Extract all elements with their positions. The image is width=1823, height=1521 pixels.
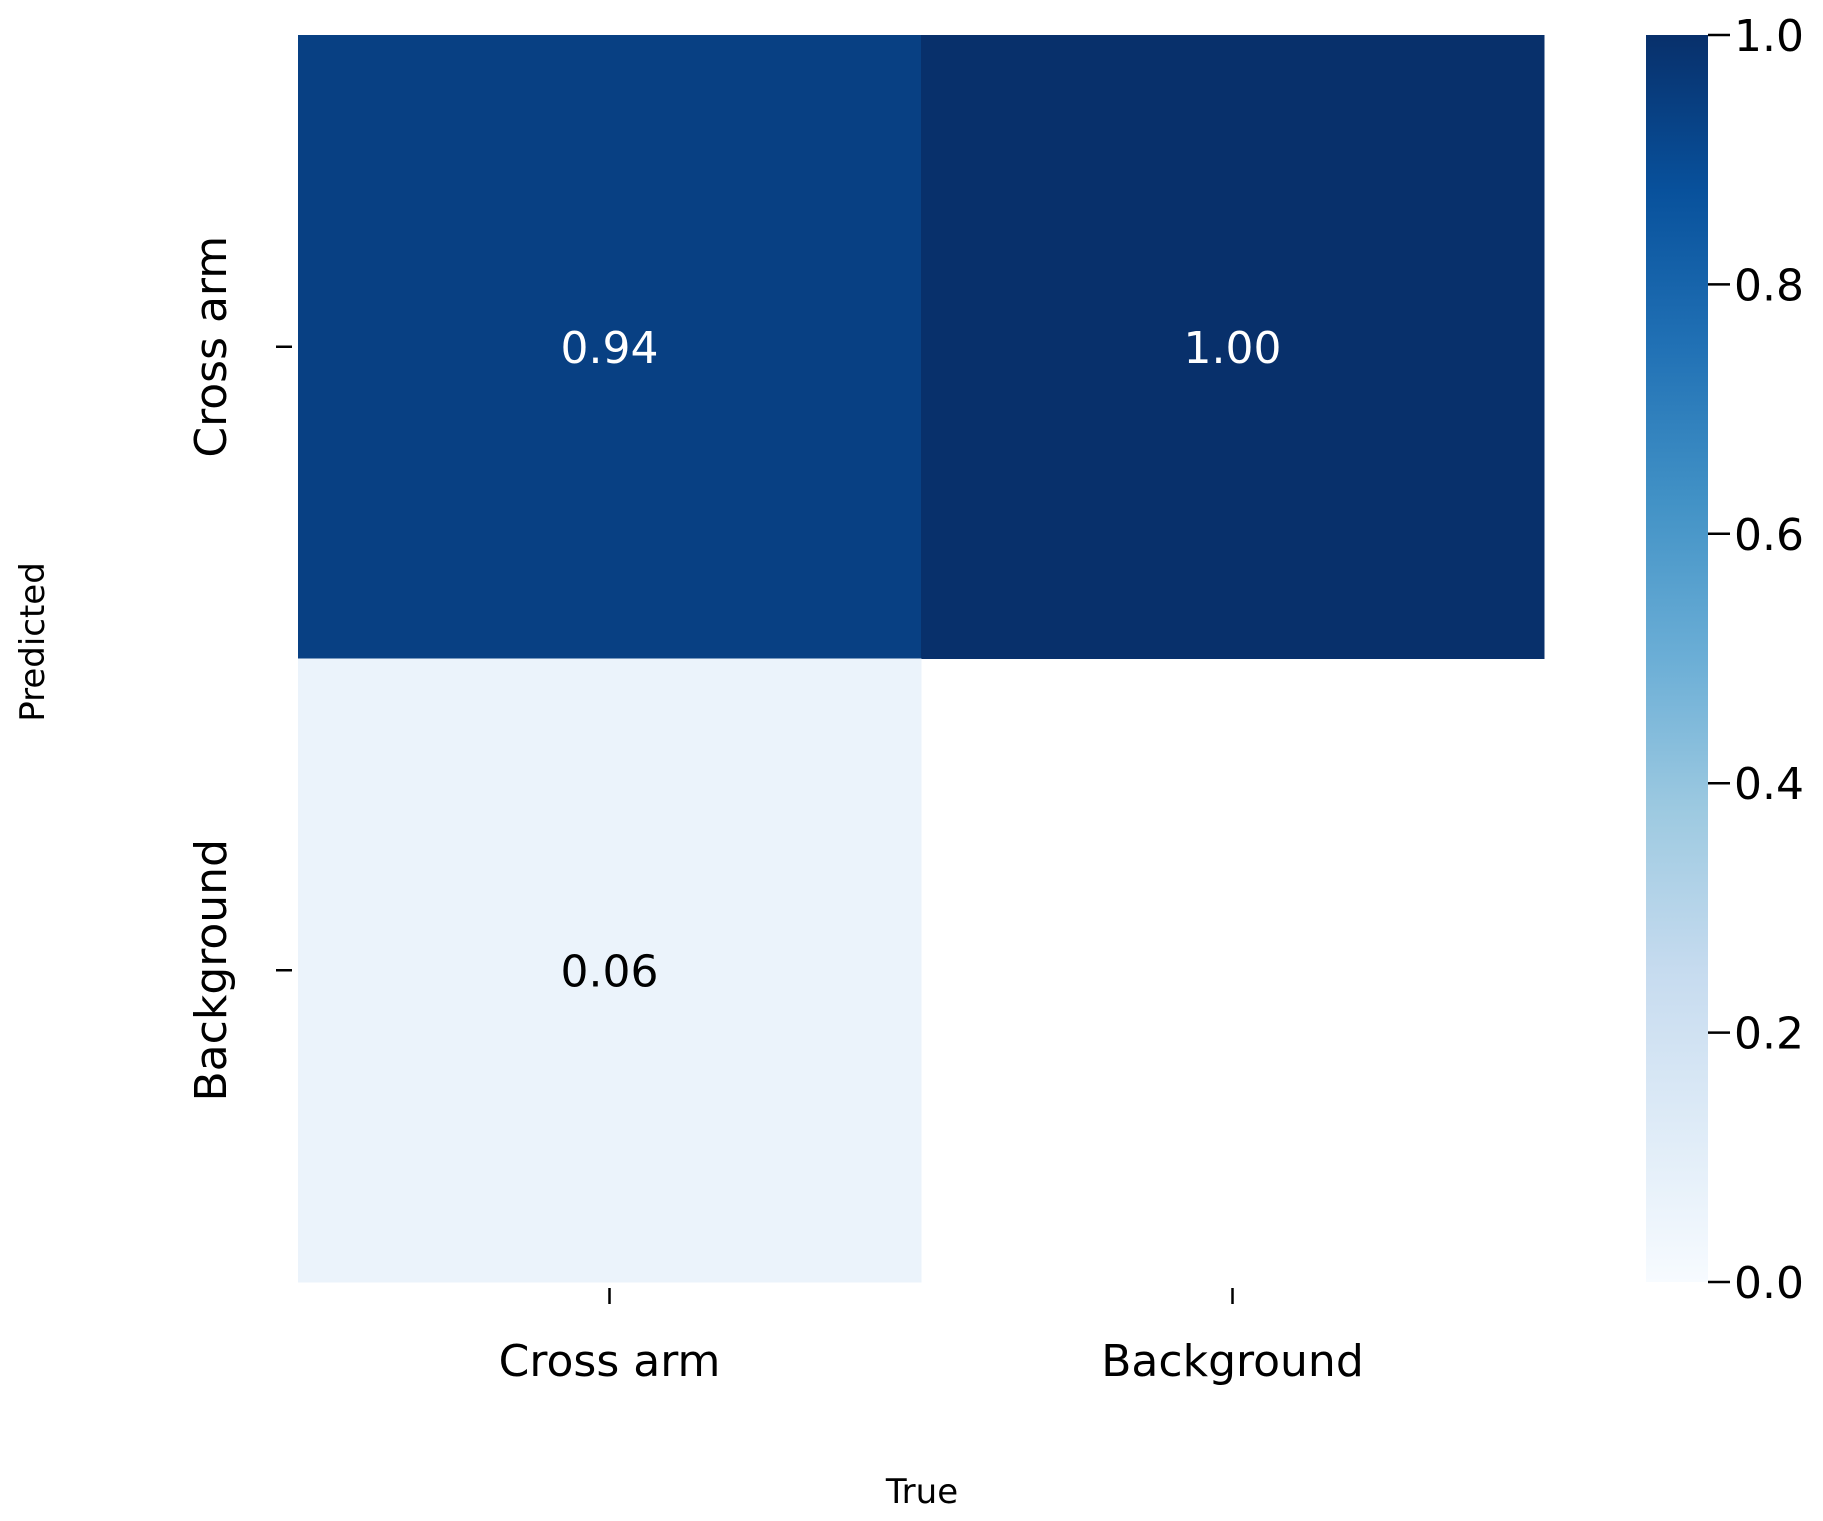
colorbar-tick-label: 0.0 bbox=[1734, 1258, 1804, 1309]
colorbar-tick-label: 0.8 bbox=[1734, 260, 1804, 311]
colorbar-tick-label: 0.6 bbox=[1734, 510, 1804, 561]
colorbar-tick-label: 0.2 bbox=[1734, 1009, 1804, 1060]
cell-value-label: 0.94 bbox=[561, 323, 659, 374]
colorbar-tick-label: 0.4 bbox=[1734, 759, 1804, 810]
y-axis-title: Predicted bbox=[13, 562, 53, 722]
cell-value-label: 1.00 bbox=[1184, 323, 1282, 374]
colorbar-ticks: 0.0 0.2 0.4 0.6 0.8 1.0 bbox=[1708, 11, 1804, 1309]
heatmap-cell bbox=[298, 658, 922, 1283]
heatmap-cells bbox=[298, 35, 1545, 1283]
x-tick-label: Background bbox=[1101, 1336, 1364, 1387]
y-axis: Cross arm Background bbox=[186, 236, 292, 1102]
heatmap-cell-labels: 0.94 1.00 0.06 bbox=[561, 323, 1282, 998]
heatmap-cell bbox=[921, 35, 1545, 659]
x-tick-label: Cross arm bbox=[499, 1336, 721, 1387]
x-axis: Cross arm Background bbox=[499, 1288, 1364, 1387]
colorbar: 0.0 0.2 0.4 0.6 0.8 1.0 bbox=[1646, 11, 1804, 1309]
colorbar-tick-label: 1.0 bbox=[1734, 11, 1804, 62]
cell-value-label: 0.06 bbox=[561, 946, 659, 997]
x-axis-title: True bbox=[885, 1472, 958, 1512]
heatmap-cell bbox=[298, 35, 922, 659]
y-tick-label: Background bbox=[186, 839, 237, 1102]
colorbar-gradient bbox=[1646, 35, 1708, 1282]
y-tick-label: Cross arm bbox=[186, 236, 237, 458]
